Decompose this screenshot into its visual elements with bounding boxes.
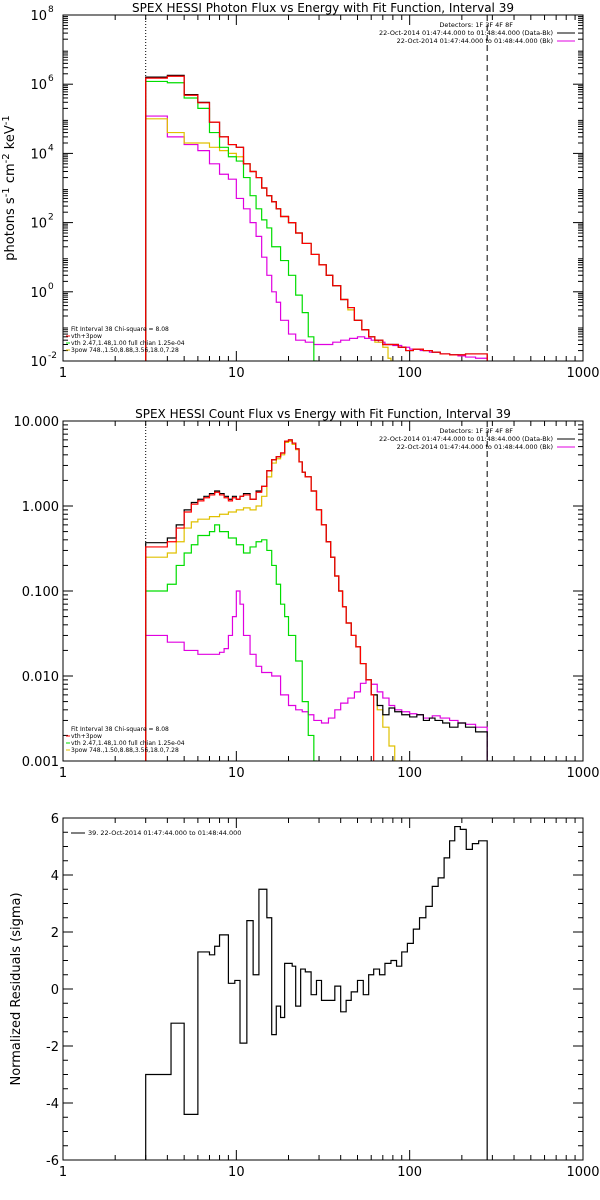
series-vth [145, 524, 318, 761]
y-tick-label: 0.010 [22, 670, 59, 685]
plot-frame [62, 420, 584, 762]
y-tick-label: 4 [51, 869, 59, 884]
top-legend-entry: 22-Oct-2014 01:47:44.000 to 01:48:44.000… [397, 443, 553, 451]
y-tick-label-exponent: 2 [48, 213, 54, 223]
series-data-bk [145, 74, 488, 361]
y-tick-label: 10 [30, 217, 47, 232]
series-residuals [145, 825, 488, 1160]
y-tick-label: 0.001 [22, 755, 59, 770]
x-tick-label: 100 [397, 366, 422, 381]
series-vth-3pow [145, 439, 375, 761]
x-tick-label: 1000 [566, 766, 599, 781]
y-tick-label-exponent: -2 [48, 351, 57, 361]
y-tick-label-exponent: 4 [48, 143, 54, 153]
y-tick-label: 10 [30, 147, 47, 162]
bottom-legend-entry: 3pow 748.,1.50,8.88,3.56,18.0,7.28 [71, 747, 179, 754]
y-tick-label: -6 [46, 1154, 59, 1169]
x-tick-label: 1000 [566, 1165, 599, 1180]
top-legend-entry: 22-Oct-2014 01:47:44.000 to 01:48:44.000… [397, 37, 553, 45]
series-3pow [145, 440, 403, 761]
chart-panel-3: Normalized Residuals (sigma) 1 10 100 1000 -6… [9, 812, 600, 1180]
y-axis-label: photons s-1 cm-2 keV-1 [1, 115, 19, 260]
x-tick-label: 100 [397, 1165, 422, 1180]
plot-frame [62, 14, 584, 362]
y-tick-label-exponent: 6 [48, 74, 54, 84]
x-tick-label: 1 [59, 366, 67, 381]
chart-title: SPEX HESSI Photon Flux vs Energy with Fi… [132, 1, 514, 15]
y-tick-label-exponent: 8 [48, 5, 54, 15]
y-tick-label: 10 [30, 78, 47, 93]
bottom-legend-entry: Fit Interval 38 Chi-square = 8.08 [71, 326, 169, 333]
bottom-legend-entry: 3pow 748.,1.50,8.88,3.56,18.0,7.28 [71, 347, 179, 354]
series-data-bk [145, 439, 488, 761]
y-tick-label: 2 [51, 926, 59, 941]
x-tick-label: 10 [228, 766, 245, 781]
x-tick-label: 1000 [566, 366, 599, 381]
series-bk [145, 115, 488, 361]
chart-title: SPEX HESSI Count Flux vs Energy with Fit… [135, 407, 511, 421]
bottom-legend-entry: vth+3pow [71, 733, 102, 740]
top-legend-entry: Detectors: 1F 3F 4F 8F [439, 21, 513, 29]
series-3pow [145, 118, 394, 361]
y-tick-label-exponent: 0 [48, 282, 54, 292]
bottom-legend-entry: vth+3pow [71, 333, 102, 340]
y-tick-label: -2 [46, 1040, 59, 1055]
bottom-legend-entry: vth 2.47,1.48,1.00 full chian 1.25e-04 [71, 340, 185, 347]
bottom-legend-entry: vth 2.47,1.48,1.00 full chian 1.25e-04 [71, 740, 185, 747]
series-vth-3pow [145, 75, 488, 361]
y-tick-label: -4 [46, 1097, 59, 1112]
y-tick-label: 10 [30, 286, 47, 301]
y-tick-label: 10.000 [14, 415, 60, 430]
x-tick-label: 10 [228, 366, 245, 381]
x-tick-label: 10 [228, 1165, 245, 1180]
x-tick-label: 1 [59, 1165, 67, 1180]
x-tick-label: 100 [397, 766, 422, 781]
bottom-legend-entry: Fit Interval 38 Chi-square = 8.08 [71, 726, 169, 733]
y-axis-label: Normalized Residuals (sigma) [9, 892, 24, 1085]
y-tick-label: 10 [30, 9, 47, 24]
top-legend-entry: 22-Oct-2014 01:47:44.000 to 01:48:44.000… [379, 435, 553, 443]
y-tick-label: 0 [51, 983, 59, 998]
y-tick-label: 6 [51, 812, 59, 827]
chart-panel-2: SPEX HESSI Count Flux vs Energy with Fit… [14, 407, 600, 781]
y-tick-label: 0.100 [22, 585, 59, 600]
top-legend-entry: Detectors: 1F 3F 4F 8F [439, 427, 513, 435]
series-bk [145, 590, 488, 761]
y-tick-label: 10 [30, 355, 47, 370]
chart-panel-1: SPEX HESSI Photon Flux vs Energy with Fi… [1, 1, 600, 381]
series-vth [145, 80, 318, 361]
plot-frame [62, 817, 584, 1161]
inset-legend-entry: 39. 22-Oct-2014 01:47:44.000 to 01:48:44… [88, 829, 241, 837]
y-tick-label: 1.000 [22, 500, 59, 515]
top-legend-entry: 22-Oct-2014 01:47:44.000 to 01:48:44.000… [379, 29, 553, 37]
x-tick-label: 1 [59, 766, 67, 781]
